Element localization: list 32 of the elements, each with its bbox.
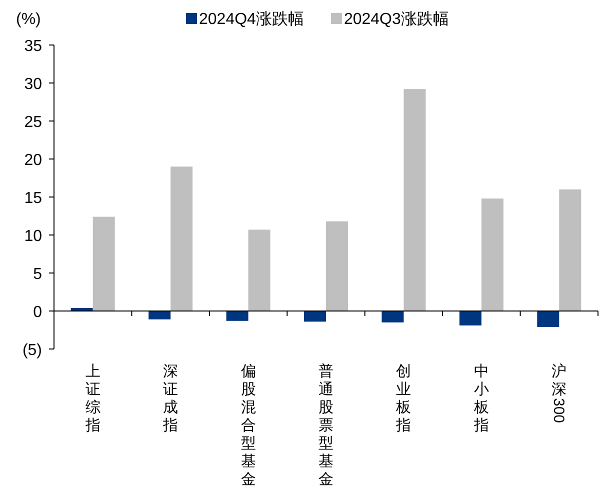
- legend-label: 2024Q3涨跌幅: [344, 10, 449, 28]
- x-tick-label: 创业板指: [396, 363, 412, 434]
- bar: [248, 230, 270, 311]
- x-tick-label: 中小板指: [474, 363, 489, 434]
- bar: [326, 221, 348, 311]
- x-tick-label: 沪深300: [550, 363, 568, 424]
- bar: [481, 198, 504, 311]
- bar: [537, 311, 560, 327]
- y-tick-label: 20: [24, 152, 42, 169]
- y-tick-label: 15: [24, 190, 42, 207]
- bar: [382, 311, 404, 322]
- bar: [92, 216, 115, 311]
- x-tick-label: 上证综指: [85, 363, 100, 434]
- bar: [304, 311, 326, 322]
- y-tick-label: 30: [24, 76, 42, 93]
- y-tick-label: 0: [33, 304, 42, 321]
- bar: [404, 89, 426, 311]
- x-tick-label: 偏股混合型基金: [240, 363, 256, 488]
- x-tick-label: 普通股票型基金: [318, 363, 334, 488]
- bar: [170, 166, 193, 311]
- x-tick-label: 深证成指: [163, 363, 178, 434]
- y-tick-label: 5: [33, 266, 42, 283]
- bar: [148, 311, 171, 320]
- y-tick-label: (5): [22, 342, 42, 359]
- y-tick-label: 35: [24, 38, 42, 55]
- bar: [459, 311, 482, 326]
- bar: [226, 311, 248, 321]
- bar: [559, 189, 582, 311]
- y-tick-label: 10: [24, 228, 42, 245]
- y-axis-title: (%): [16, 11, 41, 28]
- y-tick-label: 25: [24, 114, 42, 131]
- legend-label: 2024Q4涨跌幅: [199, 10, 304, 28]
